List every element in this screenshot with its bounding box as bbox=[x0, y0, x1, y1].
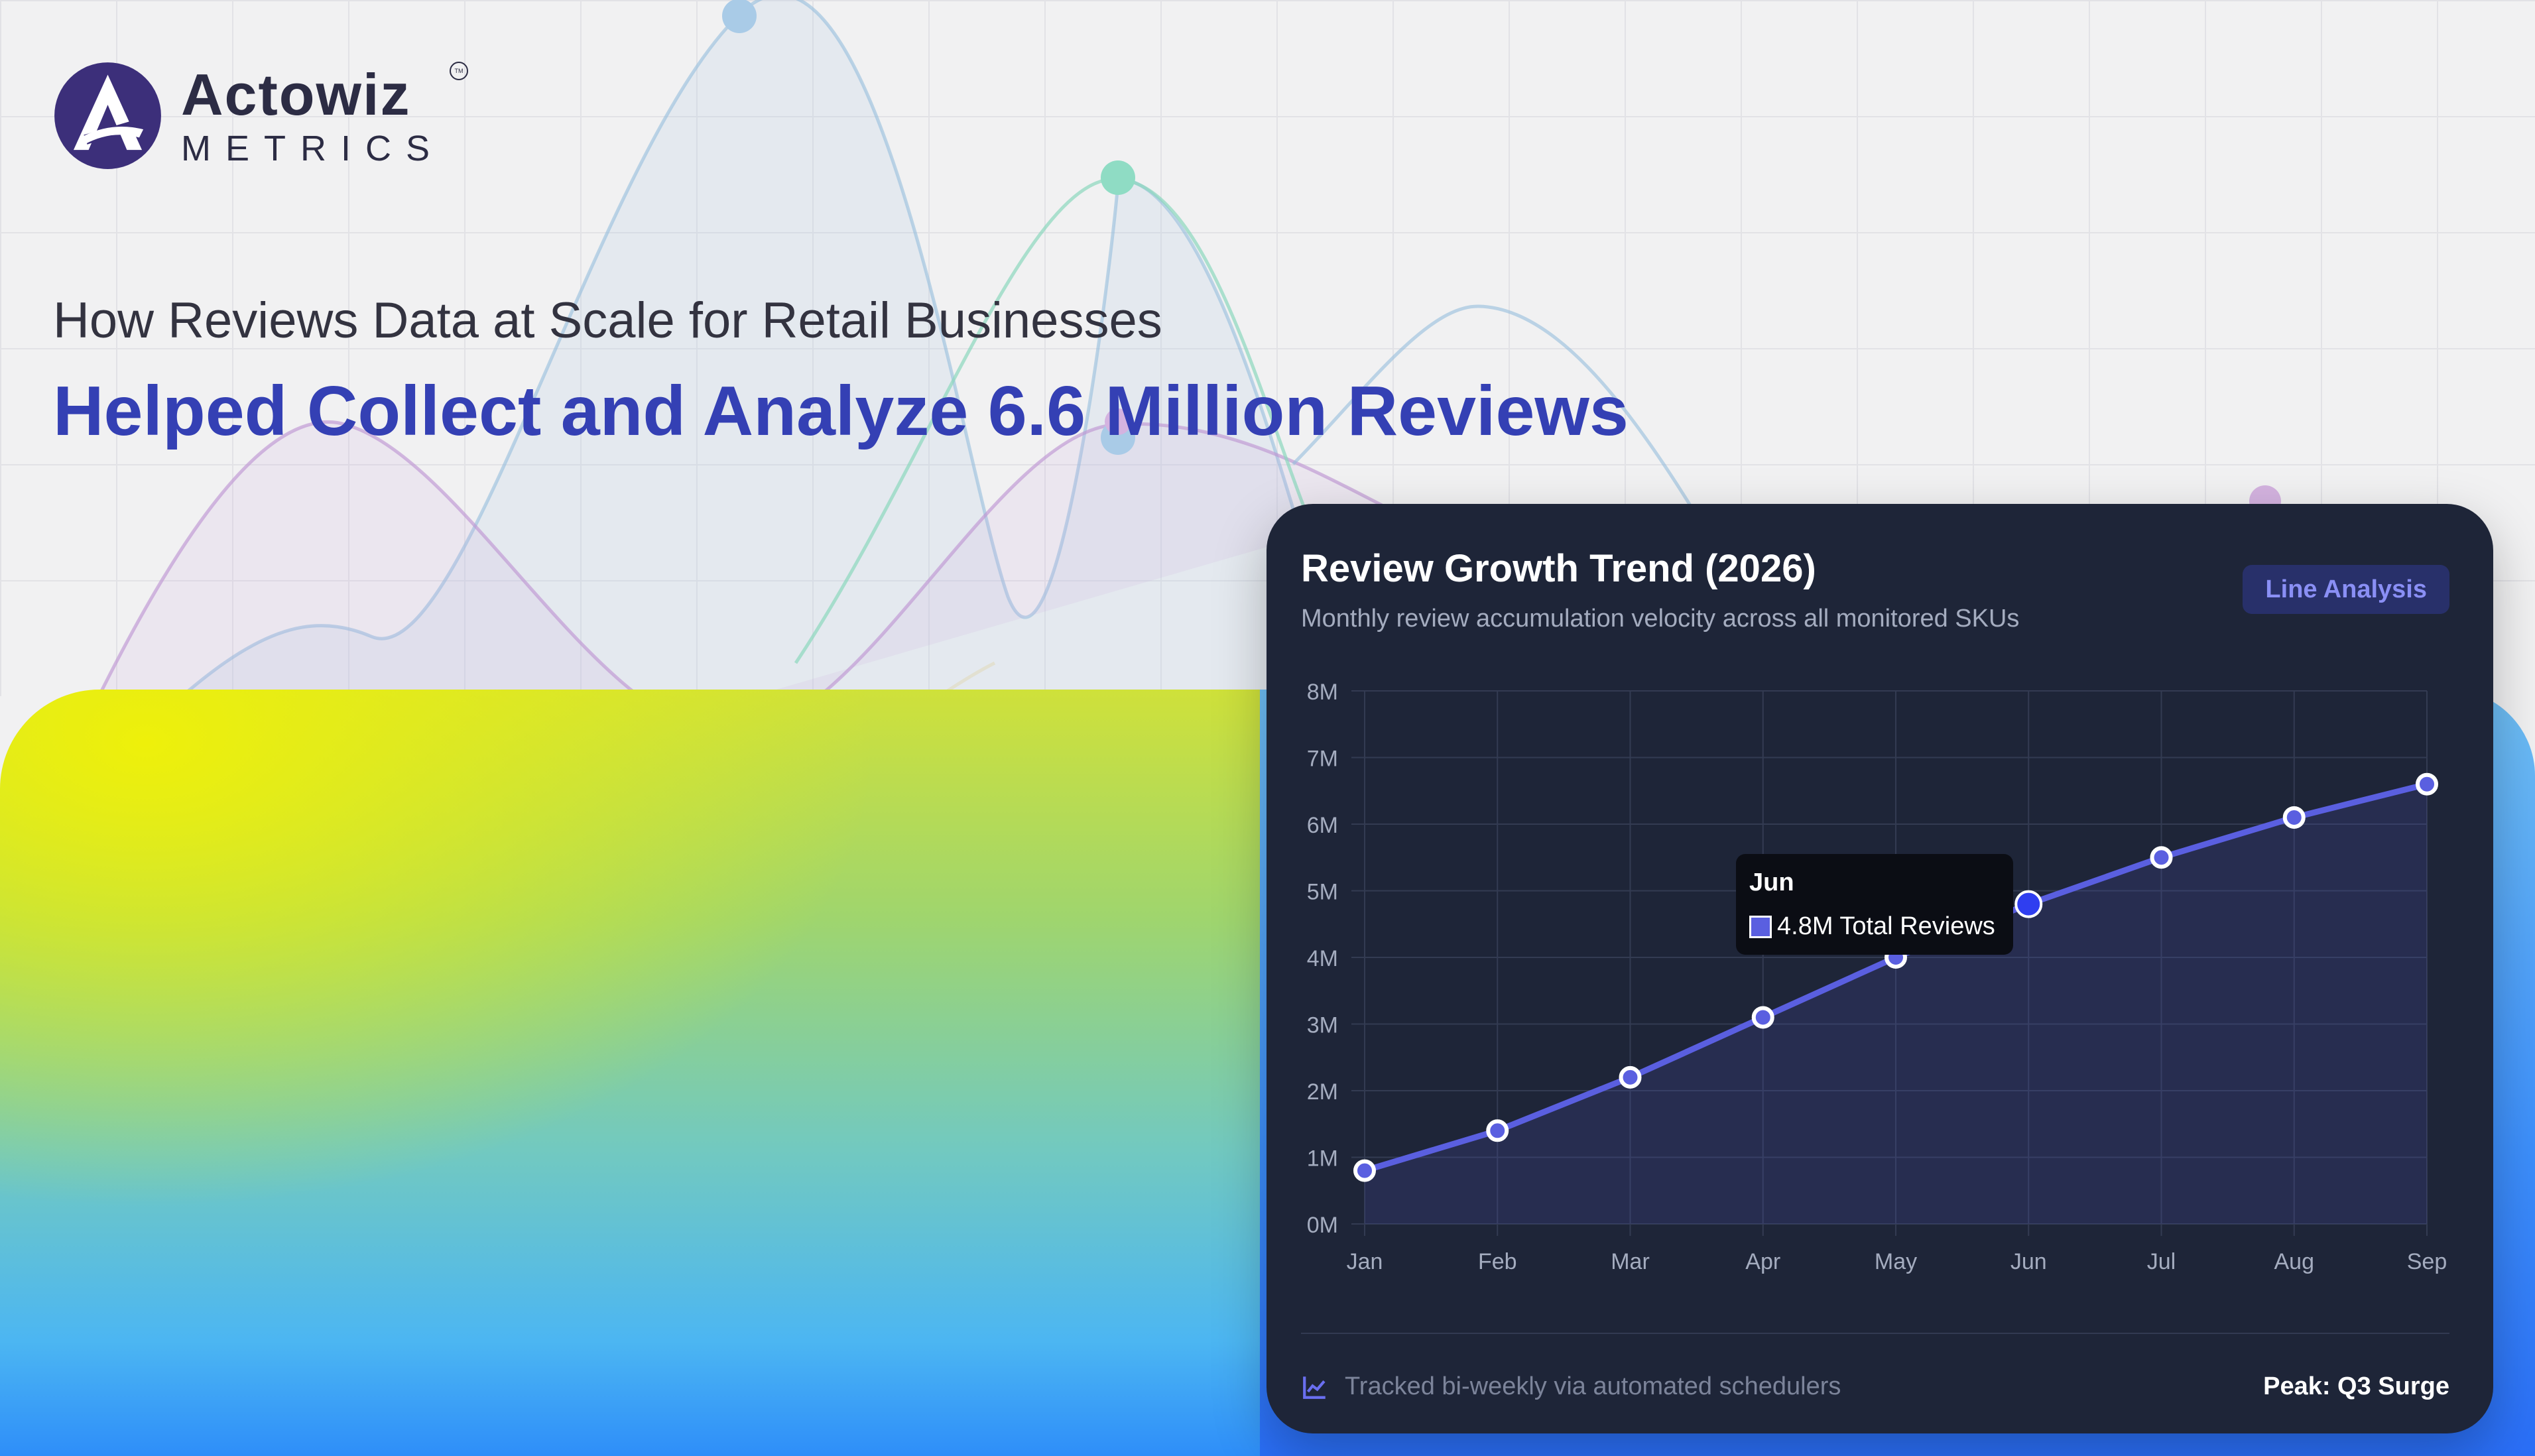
trademark-text: TM bbox=[454, 67, 464, 74]
data-point bbox=[1486, 1119, 1509, 1142]
brand-logo[interactable]: Actowiz METRICS TM bbox=[53, 61, 468, 170]
x-tick-label: Sep bbox=[2407, 1249, 2447, 1274]
x-tick-label: Jun bbox=[2010, 1249, 2047, 1274]
chart-card: Review Growth Trend (2026) Monthly revie… bbox=[1267, 504, 2493, 1433]
tooltip-title: Jun bbox=[1749, 869, 1794, 896]
peak-label: Peak: Q3 Surge bbox=[2263, 1372, 2449, 1400]
y-tick-label: 5M bbox=[1307, 880, 1338, 905]
data-point bbox=[2282, 806, 2306, 829]
headline-subtitle: How Reviews Data at Scale for Retail Bus… bbox=[53, 292, 1162, 349]
brand-name: Actowiz bbox=[181, 61, 411, 127]
chart-tooltip: Jun 4.8M Total Reviews bbox=[1736, 854, 2013, 955]
x-tick-label: May bbox=[1875, 1249, 1917, 1274]
brand-subtitle: METRICS bbox=[181, 128, 444, 168]
x-tick-label: Apr bbox=[1745, 1249, 1780, 1274]
x-tick-label: Feb bbox=[1478, 1249, 1517, 1274]
data-point bbox=[1751, 1006, 1774, 1029]
x-tick-label: Jul bbox=[2147, 1249, 2176, 1274]
trademark-icon: TM bbox=[450, 61, 468, 80]
data-point bbox=[2416, 772, 2438, 796]
x-tick-label: Mar bbox=[1611, 1249, 1650, 1274]
x-tick-label: Jan bbox=[1347, 1249, 1383, 1274]
line-chart: 0M 1M 2M 3M 4M 5M 6M 7M 8M Jan Feb Mar Apr May Jun Jul A… bbox=[1307, 680, 2447, 1274]
y-tick-label: 3M bbox=[1307, 1013, 1338, 1038]
headline-title: Helped Collect and Analyze 6.6 Million R… bbox=[53, 372, 1629, 450]
y-tick-label: 4M bbox=[1307, 946, 1338, 971]
y-tick-label: 1M bbox=[1307, 1146, 1338, 1172]
actowiz-logo-icon bbox=[54, 62, 161, 169]
series-area bbox=[1365, 784, 2427, 1224]
y-tick-label: 0M bbox=[1307, 1213, 1338, 1238]
y-tick-label: 6M bbox=[1307, 813, 1338, 838]
y-tick-label: 7M bbox=[1307, 747, 1338, 772]
y-tick-label: 8M bbox=[1307, 680, 1338, 705]
chart-title: Review Growth Trend (2026) bbox=[1301, 547, 1816, 590]
data-point bbox=[1353, 1159, 1376, 1182]
tooltip-label: 4.8M Total Reviews bbox=[1777, 912, 1995, 940]
x-tick-label: Aug bbox=[2274, 1249, 2315, 1274]
line-analysis-badge[interactable]: Line Analysis bbox=[2243, 565, 2449, 614]
line-chart-icon bbox=[1303, 1376, 1326, 1399]
data-point-highlight bbox=[2014, 890, 2043, 918]
card-divider bbox=[1301, 1333, 2449, 1334]
chart-subtitle: Monthly review accumulation velocity acr… bbox=[1301, 605, 2020, 633]
tooltip-row: 4.8M Total Reviews bbox=[1749, 912, 1995, 941]
data-point bbox=[1619, 1065, 1642, 1089]
footer-text: Tracked bi-weekly via automated schedule… bbox=[1345, 1372, 1841, 1400]
y-tick-label: 2M bbox=[1307, 1079, 1338, 1105]
series-swatch-icon bbox=[1749, 915, 1772, 938]
data-point bbox=[2150, 846, 2173, 869]
card-footer-note: Tracked bi-weekly via automated schedule… bbox=[1301, 1372, 1841, 1401]
